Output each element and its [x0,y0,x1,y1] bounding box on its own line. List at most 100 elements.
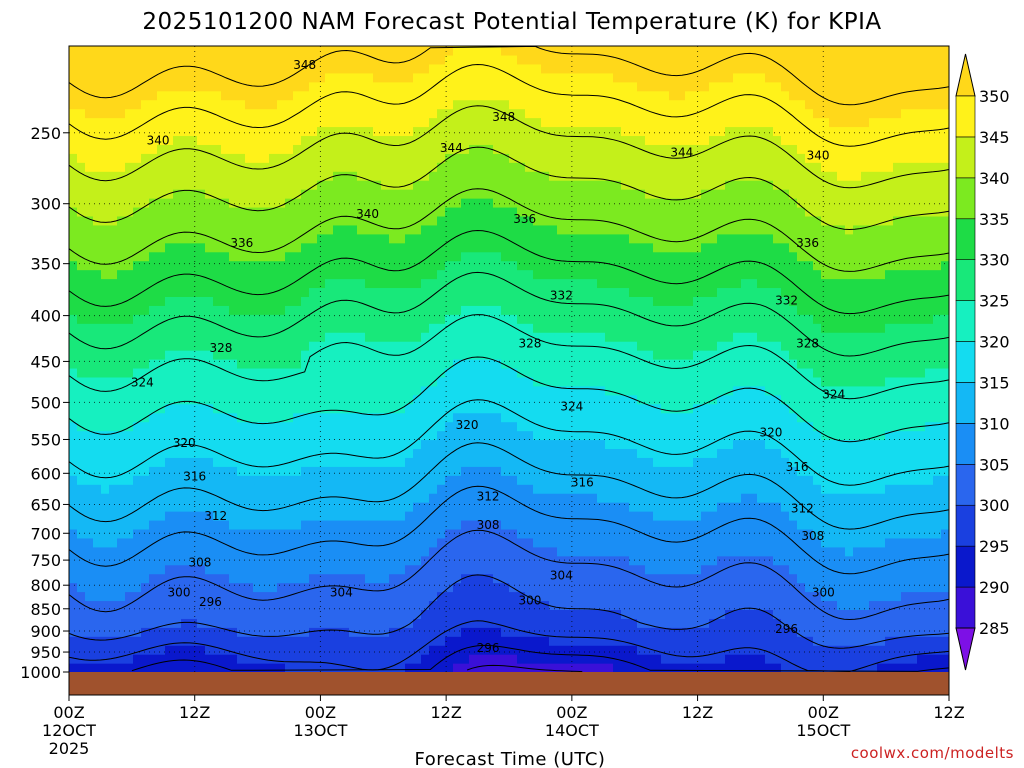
field-cell [605,189,614,199]
field-cell [301,493,310,503]
field-cell [397,233,406,244]
field-cell [525,663,534,672]
field-cell [221,466,230,476]
field-cell [261,215,270,226]
field-cell [453,546,462,557]
field-cell [85,663,94,672]
field-cell [317,457,326,467]
field-cell [269,582,278,593]
field-cell [237,394,246,405]
field-cell [333,421,342,432]
field-cell [477,591,486,602]
field-cell [277,135,286,145]
field-cell [469,54,478,65]
field-cell [125,448,134,458]
field-cell [85,537,94,548]
field-cell [381,609,390,619]
field-cell [573,287,582,297]
field-cell [269,269,278,280]
field-cell [629,412,638,423]
field-cell [373,367,382,378]
field-cell [629,72,638,83]
field-cell [429,457,438,467]
field-cell [357,385,366,396]
field-cell [381,385,390,396]
field-cell [533,287,542,297]
field-cell [253,287,262,297]
field-cell [77,618,86,628]
field-cell [461,126,470,137]
field-cell [253,537,262,548]
field-cell [181,198,190,208]
field-cell [549,332,558,342]
field-cell [493,206,502,217]
field-cell [333,287,342,297]
field-cell [597,475,606,485]
field-cell [613,466,622,476]
field-cell [421,359,430,369]
field-cell [493,484,502,494]
field-cell [421,457,430,467]
field-cell [109,171,118,181]
field-cell [485,412,494,423]
field-cell [421,341,430,351]
field-cell [621,555,630,566]
field-cell [197,242,206,253]
field-cell [533,81,542,92]
field-cell [341,359,350,369]
field-cell [309,117,318,128]
field-cell [469,242,478,253]
field-cell [445,233,454,244]
field-cell [349,645,358,655]
field-cell [525,421,534,432]
field-cell [277,63,286,74]
field-cell [173,663,182,672]
field-cell [445,457,454,467]
field-cell [229,636,238,646]
field-cell [421,502,430,512]
field-cell [245,546,254,557]
field-cell [301,171,310,181]
field-cell [589,627,598,637]
field-cell [165,466,174,476]
field-cell [421,81,430,92]
field-cell [85,54,94,65]
field-cell [365,171,374,181]
field-cell [365,663,374,672]
field-cell [525,403,534,414]
field-cell [357,81,366,92]
field-cell [373,466,382,476]
field-cell [213,457,222,467]
field-cell [397,108,406,119]
field-cell [469,287,478,297]
field-cell [181,314,190,324]
field-cell [245,654,254,664]
field-cell [245,376,254,387]
field-cell [501,180,510,190]
field-cell [477,287,486,297]
field-cell [501,600,510,610]
field-cell [381,314,390,324]
field-cell [597,278,606,289]
field-cell [381,591,390,602]
field-cell [429,72,438,83]
field-cell [341,90,350,101]
field-cell [549,126,558,137]
field-cell [573,144,582,154]
field-cell [341,403,350,414]
field-cell [317,332,326,342]
field-cell [453,555,462,566]
field-cell [541,573,550,584]
field-cell [101,81,110,92]
field-cell [389,54,398,65]
field-cell [93,394,102,405]
field-cell [597,153,606,163]
field-cell [181,332,190,342]
field-cell [477,412,486,423]
field-cell [629,385,638,396]
field-cell [293,600,302,610]
field-cell [205,224,214,235]
field-cell [549,54,558,65]
field-cell [149,153,158,163]
field-cell [421,350,430,360]
